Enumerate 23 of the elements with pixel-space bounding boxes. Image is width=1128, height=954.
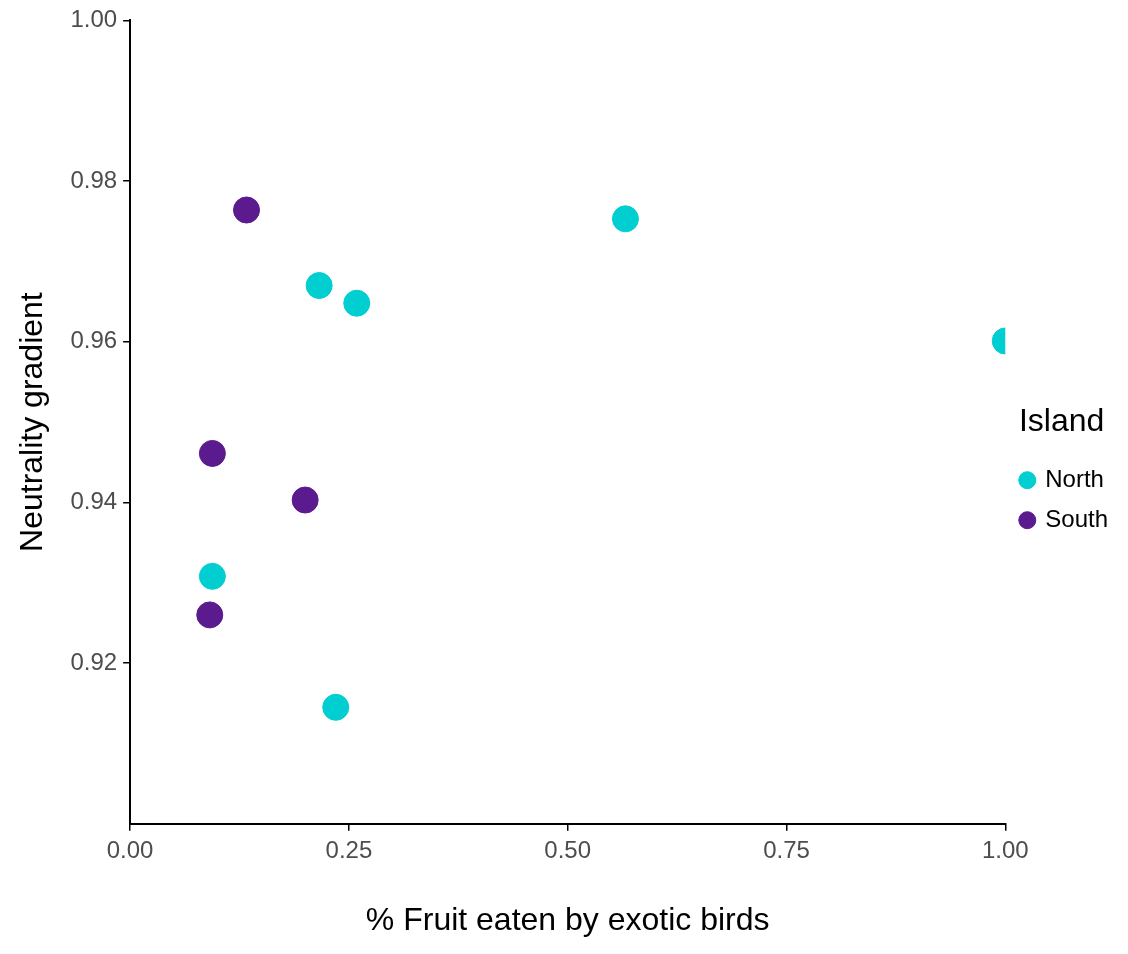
y-tick-label: 0.98 — [70, 165, 118, 193]
x-tick-label: 0.00 — [106, 835, 154, 863]
x-axis-title: % Fruit eaten by exotic birds — [365, 900, 770, 937]
x-tick-label: 0.50 — [544, 835, 592, 863]
point — [305, 272, 333, 300]
legend-label: South — [1045, 504, 1108, 532]
point — [198, 562, 226, 590]
y-tick-label: 1.00 — [70, 5, 118, 33]
point — [343, 289, 371, 317]
y-axis-title: Neutrality gradient — [13, 292, 50, 552]
legend-title: Island — [1018, 401, 1105, 438]
x-tick-label: 1.00 — [981, 835, 1029, 863]
legend-label: North — [1045, 464, 1104, 492]
y-tick-label: 0.92 — [70, 647, 118, 675]
point — [198, 439, 226, 467]
y-tick-label: 0.96 — [70, 326, 118, 354]
x-tick-label: 0.25 — [325, 835, 373, 863]
point — [233, 196, 261, 224]
y-tick-label: 0.94 — [70, 487, 118, 515]
x-tick-label: 0.75 — [763, 835, 810, 863]
point — [291, 486, 319, 514]
point — [196, 601, 224, 629]
point — [322, 693, 350, 721]
